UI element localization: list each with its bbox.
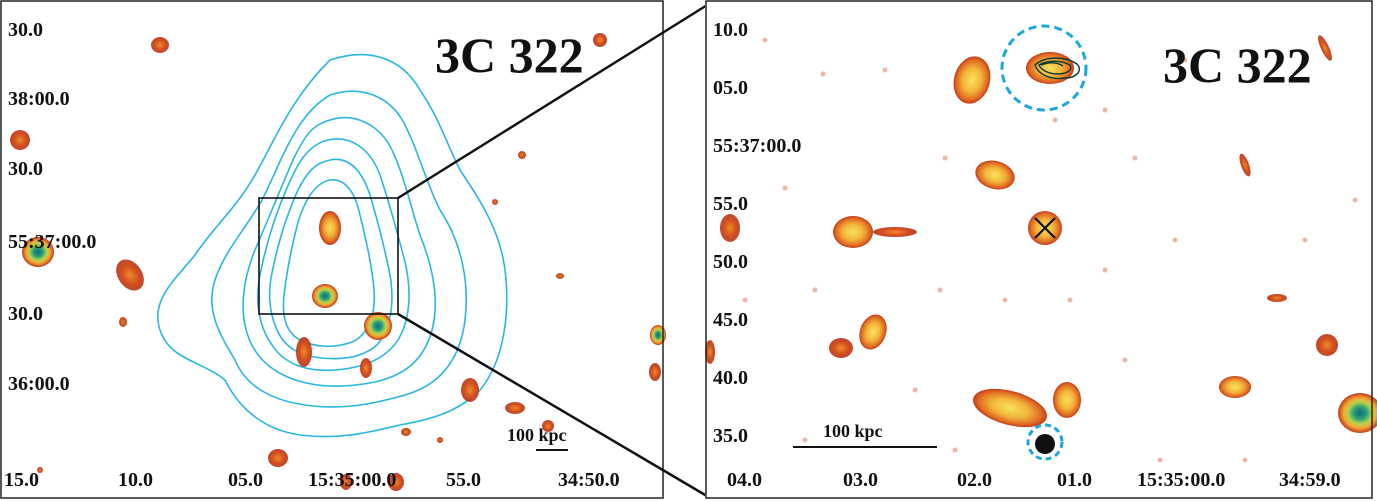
marker-circle-bottom: [1026, 423, 1064, 461]
left-frame: [0, 0, 664, 499]
left-y-tick: 55:37:00.0: [8, 231, 96, 253]
left-image-panel: 3C 322 100 kpc 30.0 38:00.0 30.0 55:37:0…: [0, 0, 668, 501]
right-image-canvas: 3C 322 100 kpc 10.0 05.0 55:37:00.0 55.0…: [705, 0, 1377, 499]
right-x-tick: 02.0: [957, 469, 992, 491]
right-y-tick: 45.0: [713, 309, 748, 331]
radio-contours: [157, 53, 508, 438]
right-x-ticks: 04.0 03.0 02.0 01.0 15:35:00.0 34:59.0: [727, 469, 1341, 491]
right-y-tick: 50.0: [713, 251, 748, 273]
left-image-canvas: 3C 322 100 kpc 30.0 38:00.0 30.0 55:37:0…: [0, 0, 666, 499]
right-frame: [705, 0, 1373, 499]
right-scale-bar-label: 100 kpc: [823, 421, 883, 441]
left-y-tick: 38:00.0: [8, 88, 70, 110]
right-x-tick: 15:35:00.0: [1137, 469, 1225, 491]
optical-sources: [10, 33, 666, 491]
radio-contours-zoom: [1034, 57, 1081, 80]
right-title: 3C 322: [1163, 37, 1312, 93]
optical-sources-zoom: [705, 35, 1377, 454]
cross-marker: [1034, 217, 1056, 239]
left-scale-bar-label: 100 kpc: [507, 425, 567, 445]
left-x-tick: 55.0: [446, 469, 481, 491]
right-x-tick: 04.0: [727, 469, 762, 491]
left-y-tick: 30.0: [8, 158, 43, 180]
right-image-panel: 3C 322 100 kpc 10.0 05.0 55:37:00.0 55.0…: [705, 0, 1377, 501]
left-y-tick: 30.0: [8, 19, 43, 41]
left-x-tick: 10.0: [118, 469, 153, 491]
marker-circle-top: [1000, 24, 1088, 112]
left-x-tick: 05.0: [228, 469, 263, 491]
right-y-tick: 40.0: [713, 367, 748, 389]
right-x-tick: 01.0: [1057, 469, 1092, 491]
right-y-tick: 10.0: [713, 19, 748, 41]
left-y-ticks: 30.0 38:00.0 30.0 55:37:00.0 30.0 36:00.…: [8, 19, 96, 395]
right-y-tick: 55.0: [713, 193, 748, 215]
right-y-tick: 35.0: [713, 425, 748, 447]
background-noise: [742, 37, 1358, 463]
right-x-tick: 34:59.0: [1279, 469, 1341, 491]
right-x-tick: 03.0: [843, 469, 878, 491]
right-y-ticks: 10.0 05.0 55:37:00.0 55.0 50.0 45.0 40.0…: [713, 19, 801, 447]
left-x-ticks: 15.0 10.0 05.0 15:35:00.0 55.0 34:50.0: [4, 469, 620, 491]
right-y-tick: 55:37:00.0: [713, 135, 801, 157]
left-title: 3C 322: [435, 27, 584, 83]
zoom-box: [258, 197, 399, 315]
left-y-tick: 30.0: [8, 303, 43, 325]
left-y-tick: 36:00.0: [8, 373, 70, 395]
left-x-tick: 15.0: [4, 469, 39, 491]
left-x-tick: 15:35:00.0: [308, 469, 396, 491]
left-x-tick: 34:50.0: [558, 469, 620, 491]
right-y-tick: 05.0: [713, 77, 748, 99]
